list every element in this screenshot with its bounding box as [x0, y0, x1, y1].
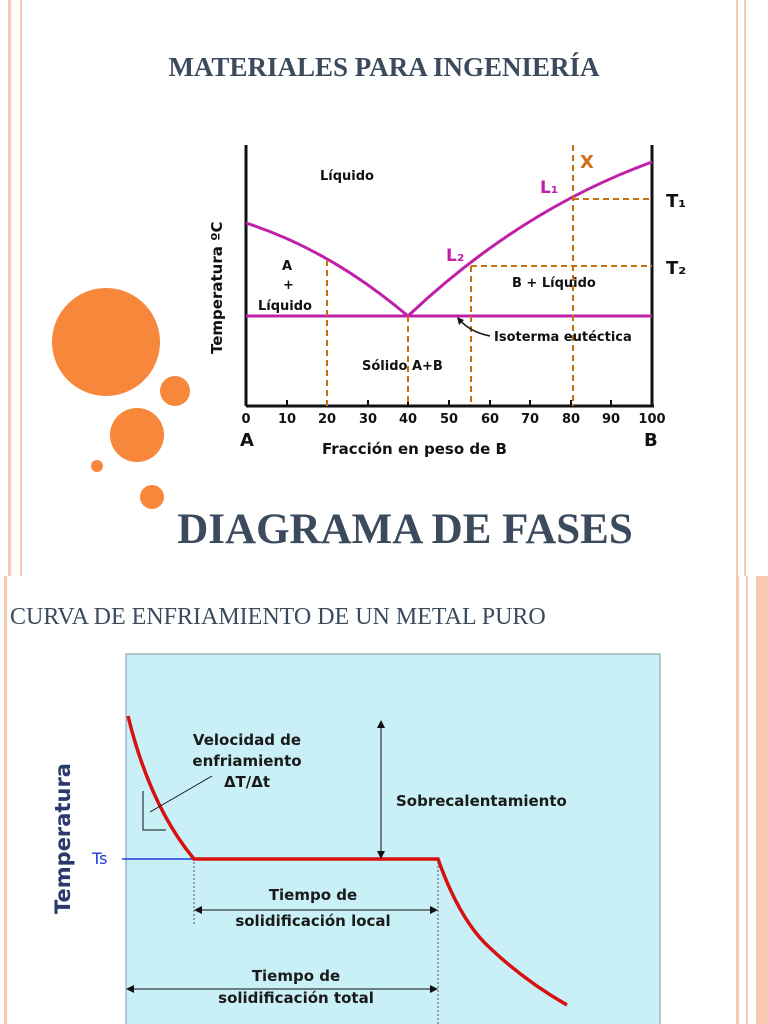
label-solid: Sólido A+B	[362, 359, 443, 374]
total-arrowhead-right	[430, 985, 438, 993]
label-t2: T₂	[666, 258, 686, 279]
label-l2: L₂	[446, 246, 464, 266]
label-isotherm: Isoterma eutéctica	[494, 330, 632, 345]
tick-80: 80	[562, 412, 580, 427]
chart-background	[125, 653, 661, 1024]
rate-label-3: ΔT/Δt	[224, 773, 270, 791]
phase-diagram: Líquido A + Líquido B + Líquido Sólido A…	[208, 145, 686, 458]
y-axis-label: Temperatura ºC	[208, 221, 226, 354]
local-label-2: solidificación local	[235, 912, 390, 930]
slide-title: MATERIALES PARA INGENIERÍA	[168, 52, 600, 82]
tick-0: 0	[241, 412, 250, 427]
slide-cooling-curve: CURVA DE ENFRIAMIENTO DE UN METAL PURO T…	[0, 576, 768, 1024]
decorative-circle-large	[52, 288, 160, 396]
label-b-liquid: B + Líquido	[512, 276, 596, 291]
liquidus-b	[406, 160, 653, 318]
decorative-bars-left-2	[0, 576, 12, 1024]
tick-60: 60	[481, 412, 499, 427]
decorative-bars-right-2	[730, 576, 768, 1024]
decorative-bars-right	[730, 0, 768, 576]
isotherm-arrowhead	[457, 317, 464, 325]
decorative-circle-medium	[110, 408, 164, 462]
tick-30: 30	[359, 412, 377, 427]
cooling-curve-chart: Temperatura Ts Velocidad de enfriamiento…	[51, 653, 661, 1024]
label-liquid: Líquido	[320, 169, 374, 184]
decorative-circle-tiny	[91, 460, 103, 472]
rate-label-2: enfriamiento	[192, 752, 301, 770]
rate-label-1: Velocidad de	[193, 731, 301, 749]
label-a-liquid: Líquido	[258, 299, 312, 314]
local-label-1: Tiempo de	[269, 886, 357, 904]
decorative-bars-left	[0, 0, 30, 576]
local-arrowhead-left	[194, 906, 202, 914]
tick-20: 20	[318, 412, 336, 427]
label-plus: +	[283, 278, 294, 293]
decorative-circle-small-2	[140, 485, 164, 509]
tick-40: 40	[399, 412, 417, 427]
rate-pointer	[149, 775, 213, 813]
tick-10: 10	[278, 412, 296, 427]
local-arrowhead-right	[430, 906, 438, 914]
superheat-label: Sobrecalentamiento	[396, 792, 567, 810]
rate-triangle	[142, 791, 166, 831]
x-tick-labels: 0 10 20 30 40 50 60 70 80 90 100	[241, 412, 665, 427]
total-label-1: Tiempo de	[252, 967, 340, 985]
slide-phase-diagram: MATERIALES PARA INGENIERÍA	[0, 0, 768, 576]
slide-title-2: CURVA DE ENFRIAMIENTO DE UN METAL PURO	[10, 604, 546, 630]
label-a: A	[282, 259, 292, 274]
slide-subtitle: DIAGRAMA DE FASES	[177, 506, 633, 553]
tick-50: 50	[440, 412, 458, 427]
dashed-guides	[326, 145, 652, 406]
tick-90: 90	[602, 412, 620, 427]
total-arrowhead-left	[126, 985, 134, 993]
ts-label: Ts	[91, 849, 107, 868]
label-l1: L₁	[540, 178, 558, 198]
liquidus-a	[245, 221, 409, 318]
y-axis-label-2: Temperatura	[51, 763, 75, 914]
x-axis-label: Fracción en peso de B	[322, 440, 507, 458]
tick-100: 100	[638, 412, 665, 427]
label-x: X	[580, 152, 594, 173]
isotherm-arrow	[459, 319, 491, 337]
cooling-curve	[126, 715, 568, 1007]
superheat-arrowhead-top	[377, 720, 385, 728]
decorative-circle-small	[160, 376, 190, 406]
tick-70: 70	[521, 412, 539, 427]
label-t1: T₁	[666, 191, 686, 212]
superheat-arrowhead-bottom	[377, 851, 385, 859]
total-label-2: solidificación total	[218, 989, 374, 1007]
end-label-a: A	[240, 430, 254, 451]
end-label-b: B	[644, 430, 658, 451]
